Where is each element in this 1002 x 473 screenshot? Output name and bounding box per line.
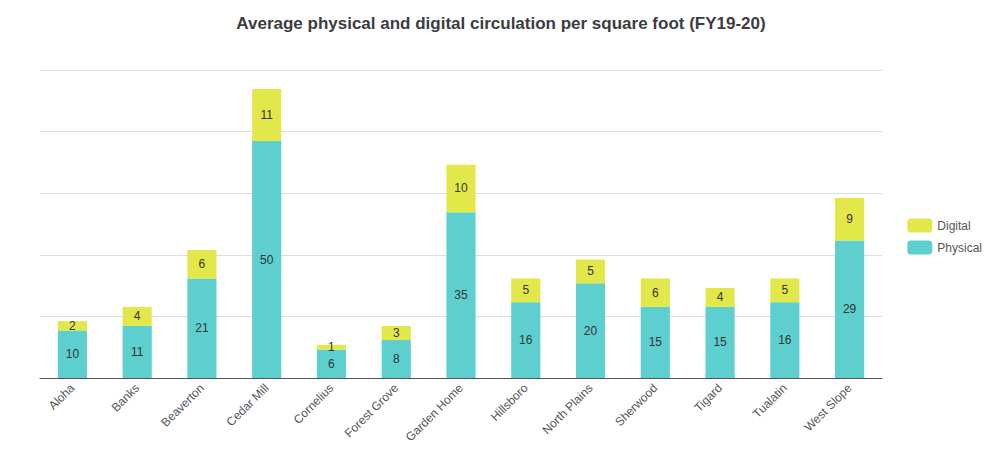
svg-text:Physical: Physical (937, 241, 982, 255)
svg-text:50: 50 (260, 253, 274, 267)
svg-text:Tigard: Tigard (691, 381, 725, 415)
svg-text:Forest Grove: Forest Grove (342, 381, 402, 441)
svg-text:2: 2 (69, 319, 76, 333)
svg-text:5: 5 (782, 283, 789, 297)
svg-text:1: 1 (328, 340, 335, 354)
svg-text:20: 20 (584, 324, 598, 338)
svg-text:Tualatin: Tualatin (750, 381, 790, 421)
svg-text:Digital: Digital (937, 219, 970, 233)
svg-text:8: 8 (393, 352, 400, 366)
svg-text:9: 9 (846, 212, 853, 226)
svg-text:10: 10 (454, 181, 468, 195)
svg-text:Sherwood: Sherwood (612, 381, 660, 429)
svg-text:15: 15 (649, 335, 663, 349)
svg-text:16: 16 (778, 333, 792, 347)
svg-text:Average physical and digital c: Average physical and digital circulation… (236, 14, 765, 33)
svg-text:3: 3 (393, 326, 400, 340)
svg-text:Hillsboro: Hillsboro (488, 381, 531, 424)
svg-text:Cornelius: Cornelius (291, 381, 337, 427)
svg-text:6: 6 (328, 357, 335, 371)
svg-text:21: 21 (195, 321, 209, 335)
svg-text:15: 15 (713, 335, 727, 349)
svg-text:Garden Home: Garden Home (403, 381, 466, 444)
svg-text:5: 5 (587, 264, 594, 278)
svg-text:Cedar Mill: Cedar Mill (224, 381, 272, 429)
svg-text:4: 4 (134, 309, 141, 323)
svg-text:11: 11 (260, 108, 273, 122)
svg-text:11: 11 (131, 345, 144, 359)
svg-text:Beaverton: Beaverton (158, 381, 207, 430)
svg-text:Banks: Banks (109, 381, 142, 414)
svg-text:West Slope: West Slope (801, 381, 854, 434)
svg-text:10: 10 (66, 347, 80, 361)
svg-text:North Plains: North Plains (539, 381, 595, 437)
svg-text:29: 29 (843, 302, 857, 316)
svg-text:35: 35 (454, 288, 468, 302)
svg-text:4: 4 (717, 290, 724, 304)
svg-text:6: 6 (652, 286, 659, 300)
svg-text:5: 5 (522, 283, 529, 297)
svg-text:Aloha: Aloha (46, 381, 78, 413)
svg-text:6: 6 (199, 257, 206, 271)
svg-text:16: 16 (519, 333, 533, 347)
